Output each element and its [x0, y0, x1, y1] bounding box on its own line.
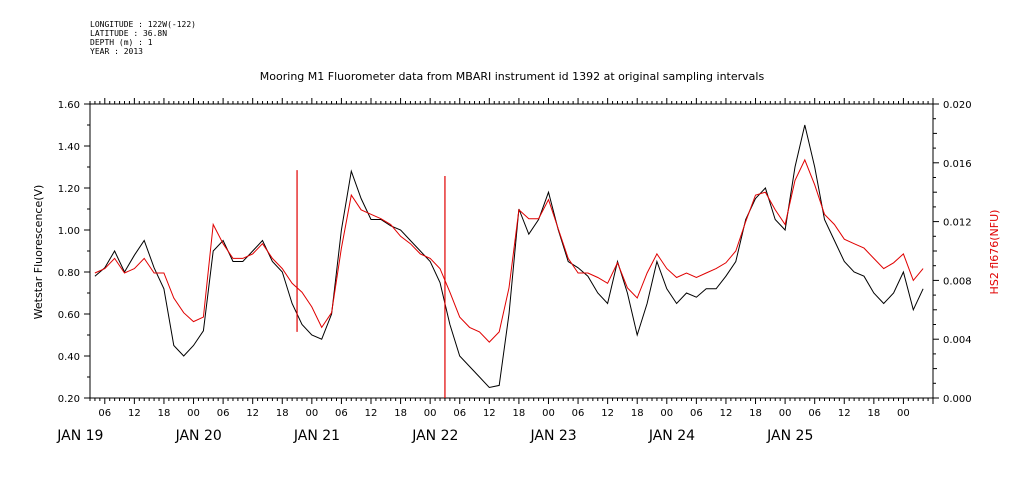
- x-hour-tick-label: 06: [98, 408, 111, 419]
- x-hour-tick-label: 00: [424, 408, 437, 419]
- x-hour-tick-label: 00: [305, 408, 318, 419]
- y-axis-right-label: HS2 fl676(NFU): [988, 210, 1001, 295]
- x-hour-tick-label: 06: [335, 408, 348, 419]
- x-day-label: JAN 24: [648, 428, 695, 444]
- x-hour-tick-label: 00: [779, 408, 792, 419]
- latitude-text: LATITUDE : 36.8N: [90, 29, 168, 38]
- y-left-tick-label: 1.40: [58, 142, 80, 153]
- y-right-tick-label: 0.012: [943, 218, 972, 229]
- x-hour-tick-label: 00: [897, 408, 910, 419]
- x-hour-tick-label: 18: [631, 408, 644, 419]
- x-hour-tick-label: 00: [187, 408, 200, 419]
- y-right-tick-label: 0.016: [943, 159, 972, 170]
- x-hour-tick-label: 18: [158, 408, 171, 419]
- y-left-tick-label: 1.00: [58, 226, 80, 237]
- x-hour-tick-label: 06: [690, 408, 703, 419]
- y-left-tick-label: 1.20: [58, 184, 80, 195]
- y-axis-right: 0.000 0.004 0.008 0.012 0.016 0.020: [933, 100, 972, 405]
- y-right-tick-label: 0.008: [943, 276, 972, 287]
- y-left-tick-label: 0.40: [58, 352, 80, 363]
- series-layer: [94, 124, 924, 398]
- y-axis-left-label: Wetstar Fluorescence(V): [32, 185, 45, 320]
- y-left-tick-label: 0.80: [58, 268, 80, 279]
- y-left-tick-label: 1.60: [58, 100, 80, 111]
- x-day-label: JAN 23: [530, 428, 577, 444]
- y-axis-left: 0.20 0.40 0.60 0.80 1.00 1.20 1.40 1.60: [58, 100, 90, 405]
- x-hour-tick-label: 06: [217, 408, 230, 419]
- chart-title: Mooring M1 Fluorometer data from MBARI i…: [260, 70, 765, 83]
- y-left-tick-label: 0.60: [58, 310, 80, 321]
- x-hour-tick-label: 06: [572, 408, 585, 419]
- x-hour-tick-label: 00: [542, 408, 555, 419]
- x-hour-tick-label: 18: [394, 408, 407, 419]
- x-hour-tick-label: 12: [838, 408, 851, 419]
- y-right-tick-label: 0.020: [943, 100, 972, 111]
- metadata-block: LONGITUDE : 122W(-122) LATITUDE : 36.8N …: [90, 20, 196, 56]
- x-hour-tick-label: 18: [749, 408, 762, 419]
- plot-frame: [89, 103, 934, 399]
- series-line-hs2: [94, 158, 924, 343]
- year-text: YEAR : 2013: [90, 47, 143, 56]
- x-hour-tick-label: 12: [601, 408, 614, 419]
- x-hour-tick-label: 12: [365, 408, 378, 419]
- x-hour-tick-label: 12: [246, 408, 259, 419]
- y-right-tick-label: 0.004: [943, 335, 972, 346]
- depth-text: DEPTH (m) : 1: [90, 38, 153, 47]
- x-hour-tick-label: 18: [867, 408, 880, 419]
- x-hour-tick-label: 18: [276, 408, 289, 419]
- x-day-label: JAN 19: [56, 428, 103, 444]
- x-day-label: JAN 21: [293, 428, 340, 444]
- x-hour-tick-label: 12: [128, 408, 141, 419]
- plot-border: [89, 103, 934, 399]
- x-day-label: JAN 22: [411, 428, 458, 444]
- x-axis: 06 12 18 00 06 12 18 00 06 12 18 00 06 12 18 00 06 12 18 00…: [56, 98, 934, 444]
- x-day-label: JAN 20: [175, 428, 222, 444]
- x-hour-tick-label: 12: [720, 408, 733, 419]
- x-hour-tick-label: 18: [513, 408, 526, 419]
- y-right-tick-label: 0.000: [943, 394, 972, 405]
- x-hour-tick-label: 06: [808, 408, 821, 419]
- y-left-tick-label: 0.20: [58, 394, 80, 405]
- x-hour-tick-label: 12: [483, 408, 496, 419]
- longitude-text: LONGITUDE : 122W(-122): [90, 20, 196, 29]
- series-line-wetstar: [94, 124, 924, 389]
- x-hour-tick-label: 00: [660, 408, 673, 419]
- x-day-label: JAN 25: [766, 428, 813, 444]
- x-hour-tick-label: 06: [453, 408, 466, 419]
